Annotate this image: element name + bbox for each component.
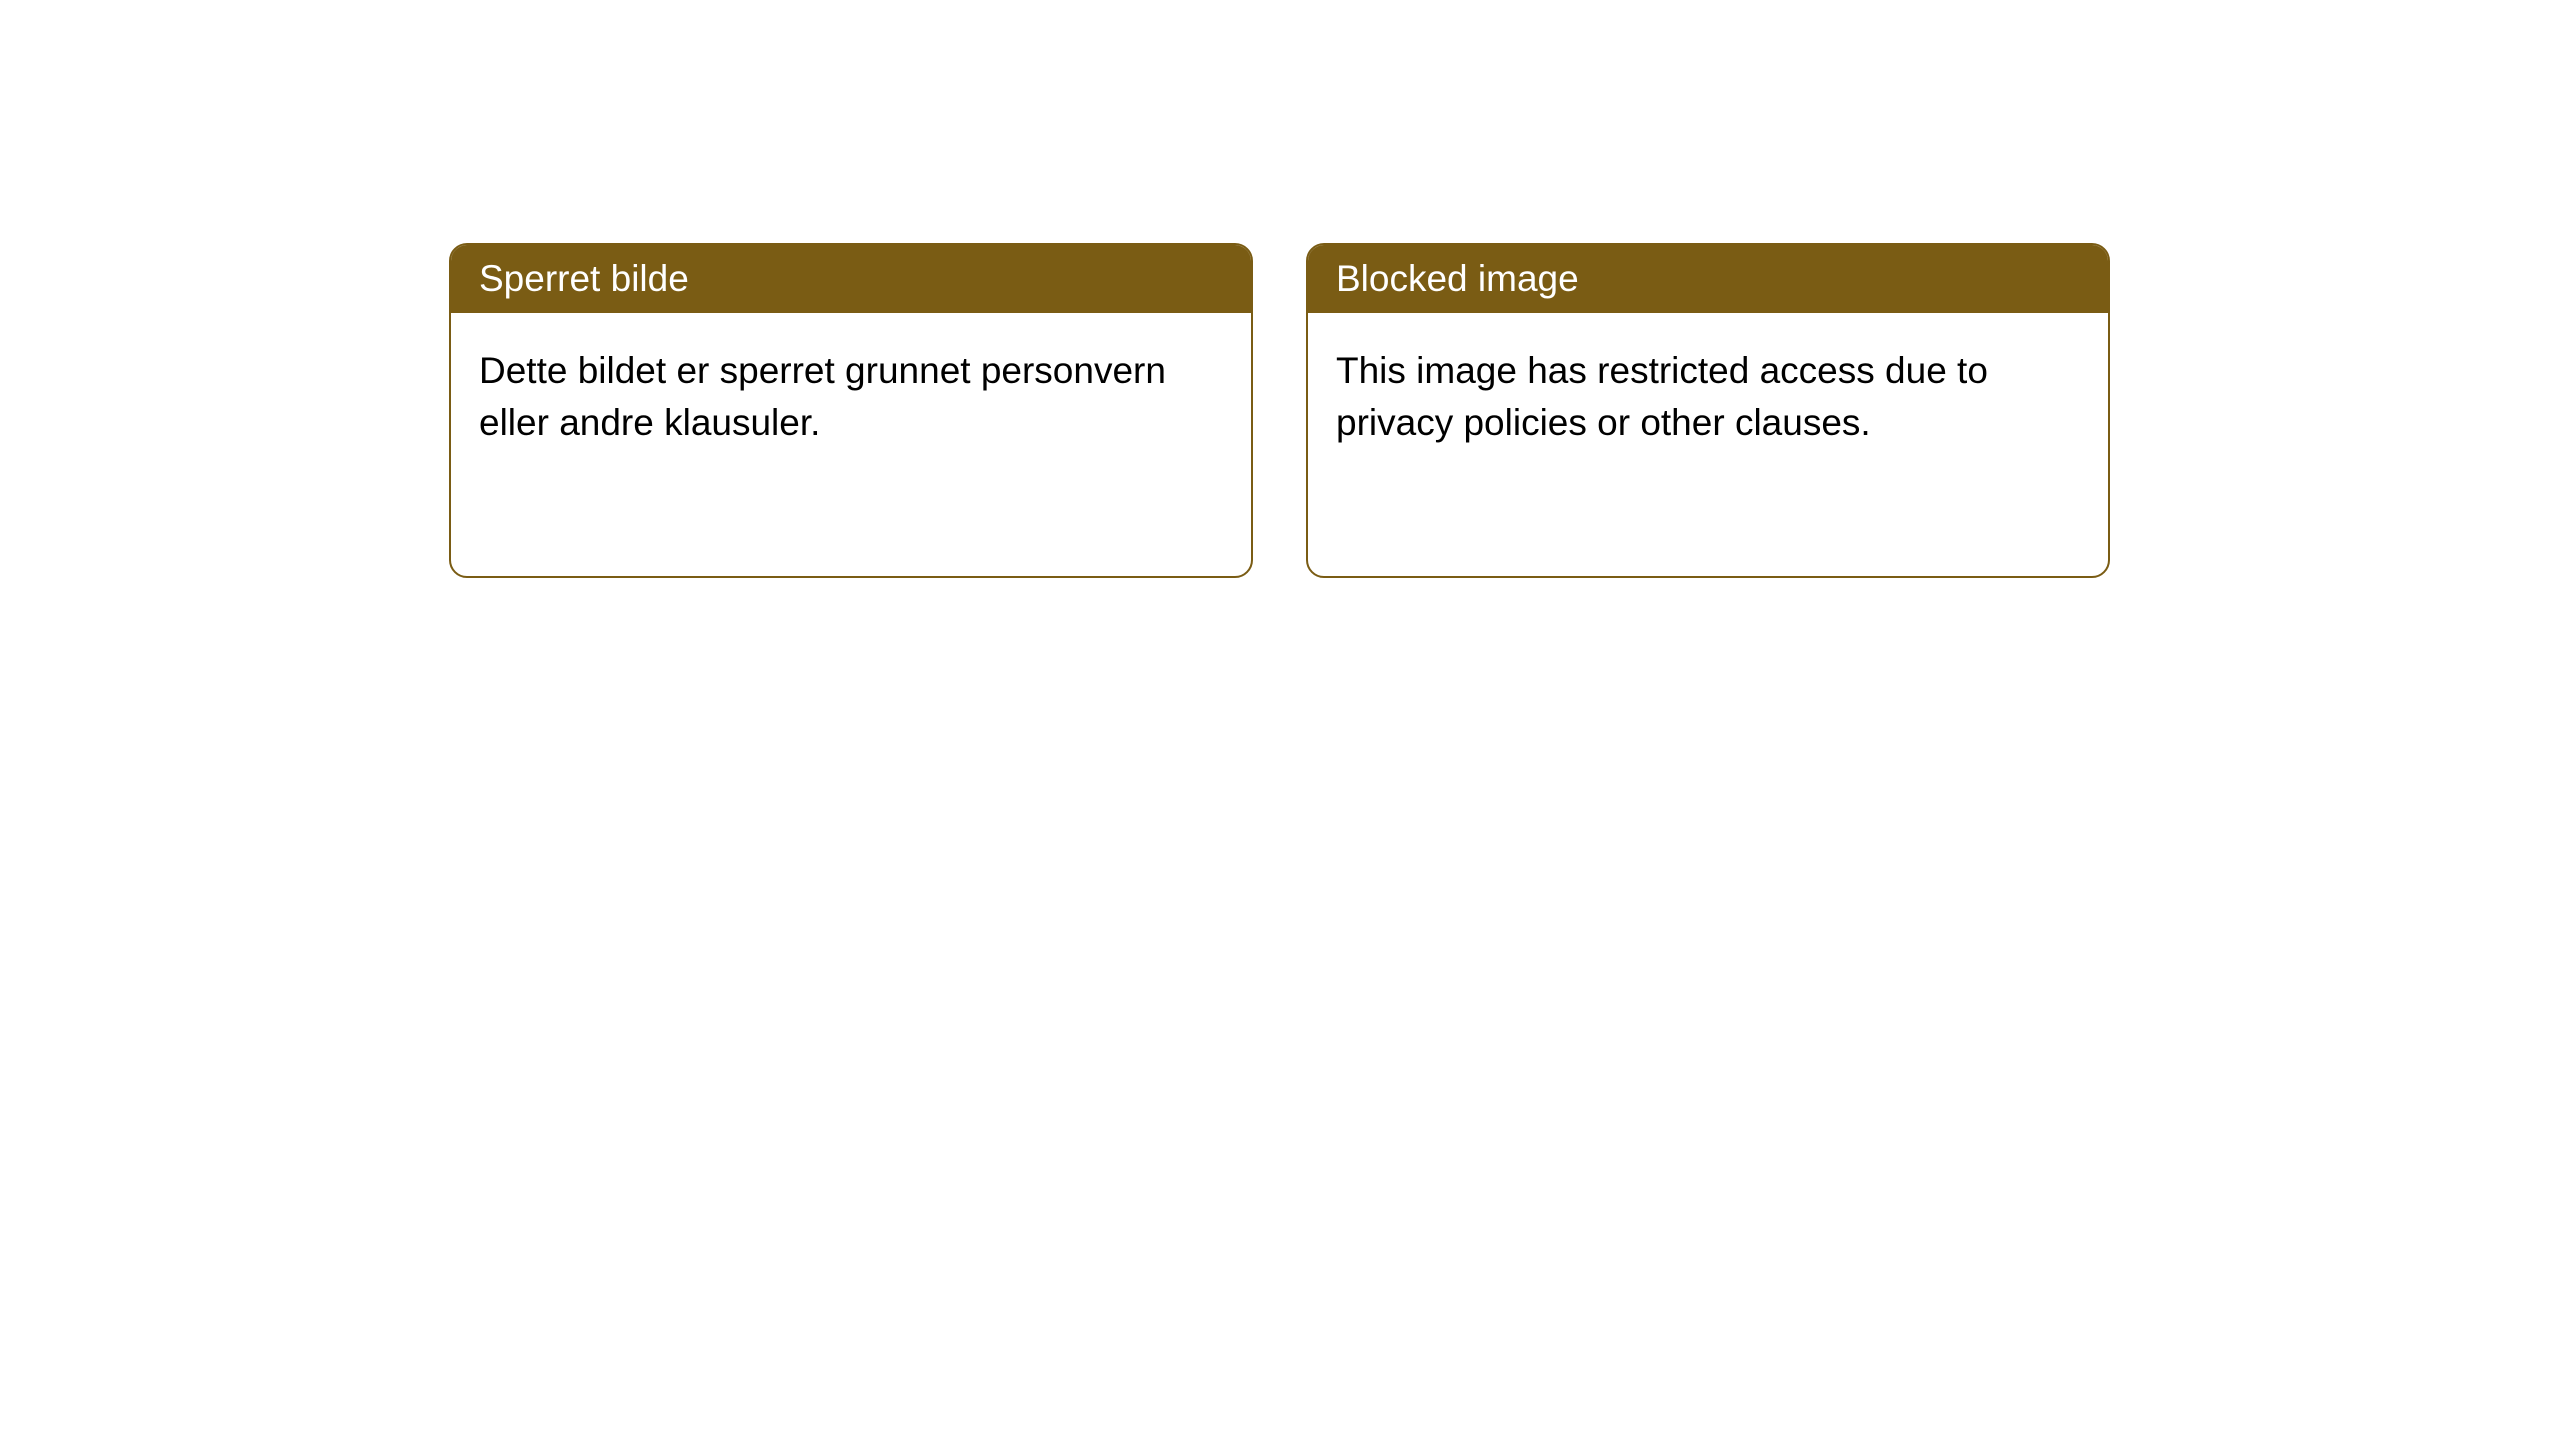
notice-cards-container: Sperret bilde Dette bildet er sperret gr…: [449, 243, 2110, 578]
notice-card-norwegian: Sperret bilde Dette bildet er sperret gr…: [449, 243, 1253, 578]
notice-header: Blocked image: [1308, 245, 2108, 313]
notice-title: Blocked image: [1336, 258, 1579, 299]
notice-message: Dette bildet er sperret grunnet personve…: [479, 350, 1166, 443]
notice-header: Sperret bilde: [451, 245, 1251, 313]
notice-title: Sperret bilde: [479, 258, 689, 299]
notice-body: Dette bildet er sperret grunnet personve…: [451, 313, 1251, 481]
notice-body: This image has restricted access due to …: [1308, 313, 2108, 481]
notice-message: This image has restricted access due to …: [1336, 350, 1988, 443]
notice-card-english: Blocked image This image has restricted …: [1306, 243, 2110, 578]
